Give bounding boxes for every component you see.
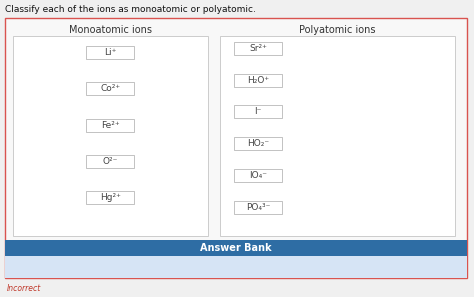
FancyBboxPatch shape [234,201,282,214]
FancyBboxPatch shape [234,105,282,119]
Text: Hg²⁺: Hg²⁺ [100,193,121,203]
FancyBboxPatch shape [234,137,282,150]
Text: Monoatomic ions: Monoatomic ions [69,25,152,35]
Text: Li⁺: Li⁺ [104,48,117,57]
FancyBboxPatch shape [234,42,282,55]
Text: IO₄⁻: IO₄⁻ [249,171,267,180]
Text: Classify each of the ions as monoatomic or polyatomic.: Classify each of the ions as monoatomic … [5,5,256,14]
FancyBboxPatch shape [86,155,135,168]
Text: Answer Bank: Answer Bank [200,243,272,253]
FancyBboxPatch shape [5,18,467,278]
Text: H₂O⁺: H₂O⁺ [247,76,269,85]
FancyBboxPatch shape [5,256,467,278]
FancyBboxPatch shape [220,36,455,236]
FancyBboxPatch shape [86,46,135,59]
Text: Incorrect: Incorrect [7,284,41,293]
FancyBboxPatch shape [5,240,467,256]
FancyBboxPatch shape [13,36,208,236]
FancyBboxPatch shape [86,192,135,204]
Text: O²⁻: O²⁻ [103,157,118,166]
FancyBboxPatch shape [86,82,135,95]
Text: Polyatomic ions: Polyatomic ions [299,25,376,35]
Text: I⁻: I⁻ [255,108,262,116]
FancyBboxPatch shape [234,74,282,87]
Text: Fe²⁺: Fe²⁺ [101,121,120,130]
FancyBboxPatch shape [234,169,282,182]
Text: Sr²⁺: Sr²⁺ [249,44,267,53]
FancyBboxPatch shape [86,119,135,132]
Text: HO₂⁻: HO₂⁻ [247,139,269,148]
Text: Co²⁺: Co²⁺ [100,84,120,93]
Text: PO₄³⁻: PO₄³⁻ [246,203,270,212]
